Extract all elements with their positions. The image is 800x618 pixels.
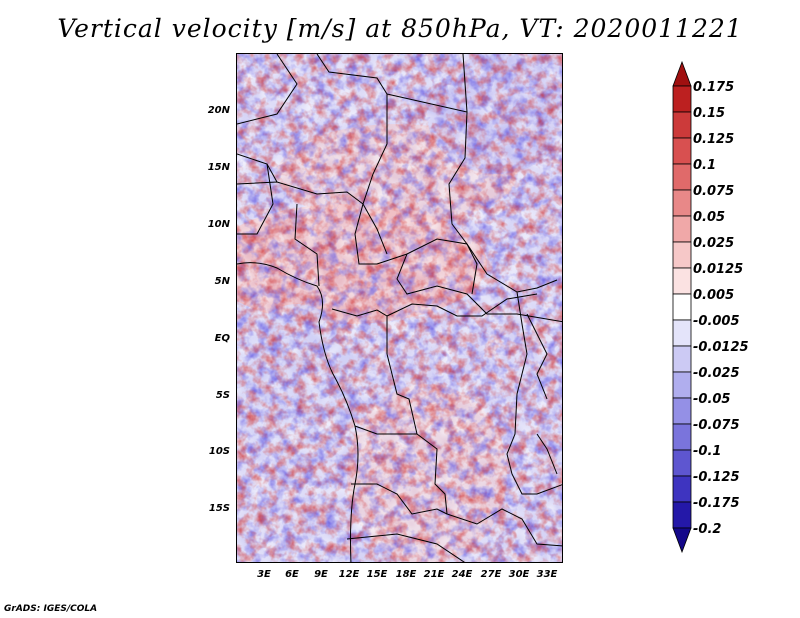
lon-label-9e: 9E [314,569,328,580]
colorbar-swatch-3 [672,137,692,165]
colorbar-swatch-4 [672,163,692,191]
lon-label-3e: 3E [257,569,271,580]
colorbar-swatch-7 [672,241,692,269]
lon-label-33e: 33E [536,569,558,580]
colorbar-swatch-14 [672,423,692,451]
colorbar-label-16: -0.175 [693,496,740,511]
colorbar-label-12: -0.05 [693,392,731,407]
lon-label-18e: 18E [395,569,417,580]
colorbar-swatch-16 [672,475,692,503]
map-panel [236,53,563,563]
colorbar-swatch-15 [672,449,692,477]
colorbar-label-13: -0.075 [693,418,740,433]
lon-label-27e: 27E [480,569,502,580]
lat-label-eq: EQ [214,333,230,344]
lat-label-5s: 5S [215,390,230,401]
colorbar-swatches [672,60,692,554]
colorbar-label-4: 0.075 [693,184,735,199]
colorbar-label-2: 0.125 [693,132,735,147]
lon-label-12e: 12E [338,569,360,580]
lat-label-5n: 5N [214,276,230,287]
colorbar-swatch-1 [672,85,692,113]
colorbar-label-3: 0.1 [693,158,717,173]
country-borders [237,54,562,562]
colorbar-swatch-11 [672,345,692,373]
grads-credit: GrADS: IGES/COLA [4,604,98,614]
lon-label-30e: 30E [508,569,530,580]
colorbar-label-9: -0.005 [693,314,740,329]
colorbar [672,60,692,554]
colorbar-swatch-0 [672,60,692,87]
colorbar-label-15: -0.125 [693,470,740,485]
colorbar-label-6: 0.025 [693,236,735,251]
colorbar-swatch-13 [672,397,692,425]
lat-label-15s: 15S [208,503,230,514]
lat-label-10n: 10N [207,219,230,230]
lat-label-20n: 20N [207,105,230,116]
lon-label-15e: 15E [366,569,388,580]
colorbar-label-1: 0.15 [693,106,726,121]
colorbar-label-10: -0.0125 [693,340,749,355]
colorbar-label-14: -0.1 [693,444,722,459]
colorbar-label-17: -0.2 [693,522,722,537]
lat-label-10s: 10S [208,446,230,457]
colorbar-swatch-9 [672,293,692,321]
lon-label-6e: 6E [285,569,299,580]
colorbar-label-0: 0.175 [693,80,735,95]
colorbar-label-7: 0.0125 [693,262,744,277]
colorbar-swatch-12 [672,371,692,399]
colorbar-swatch-10 [672,319,692,347]
colorbar-swatch-6 [672,215,692,243]
colorbar-swatch-5 [672,189,692,217]
colorbar-swatch-18 [672,527,692,554]
colorbar-label-8: 0.005 [693,288,735,303]
lon-label-24e: 24E [451,569,473,580]
vertical-velocity-field [237,54,562,562]
colorbar-label-5: 0.05 [693,210,726,225]
colorbar-label-11: -0.025 [693,366,740,381]
colorbar-swatch-17 [672,501,692,529]
colorbar-swatch-8 [672,267,692,295]
colorbar-swatch-2 [672,111,692,139]
lon-label-21e: 21E [423,569,445,580]
map-title: Vertical velocity [m/s] at 850hPa, VT: 2… [57,14,743,43]
lat-label-15n: 15N [207,162,230,173]
